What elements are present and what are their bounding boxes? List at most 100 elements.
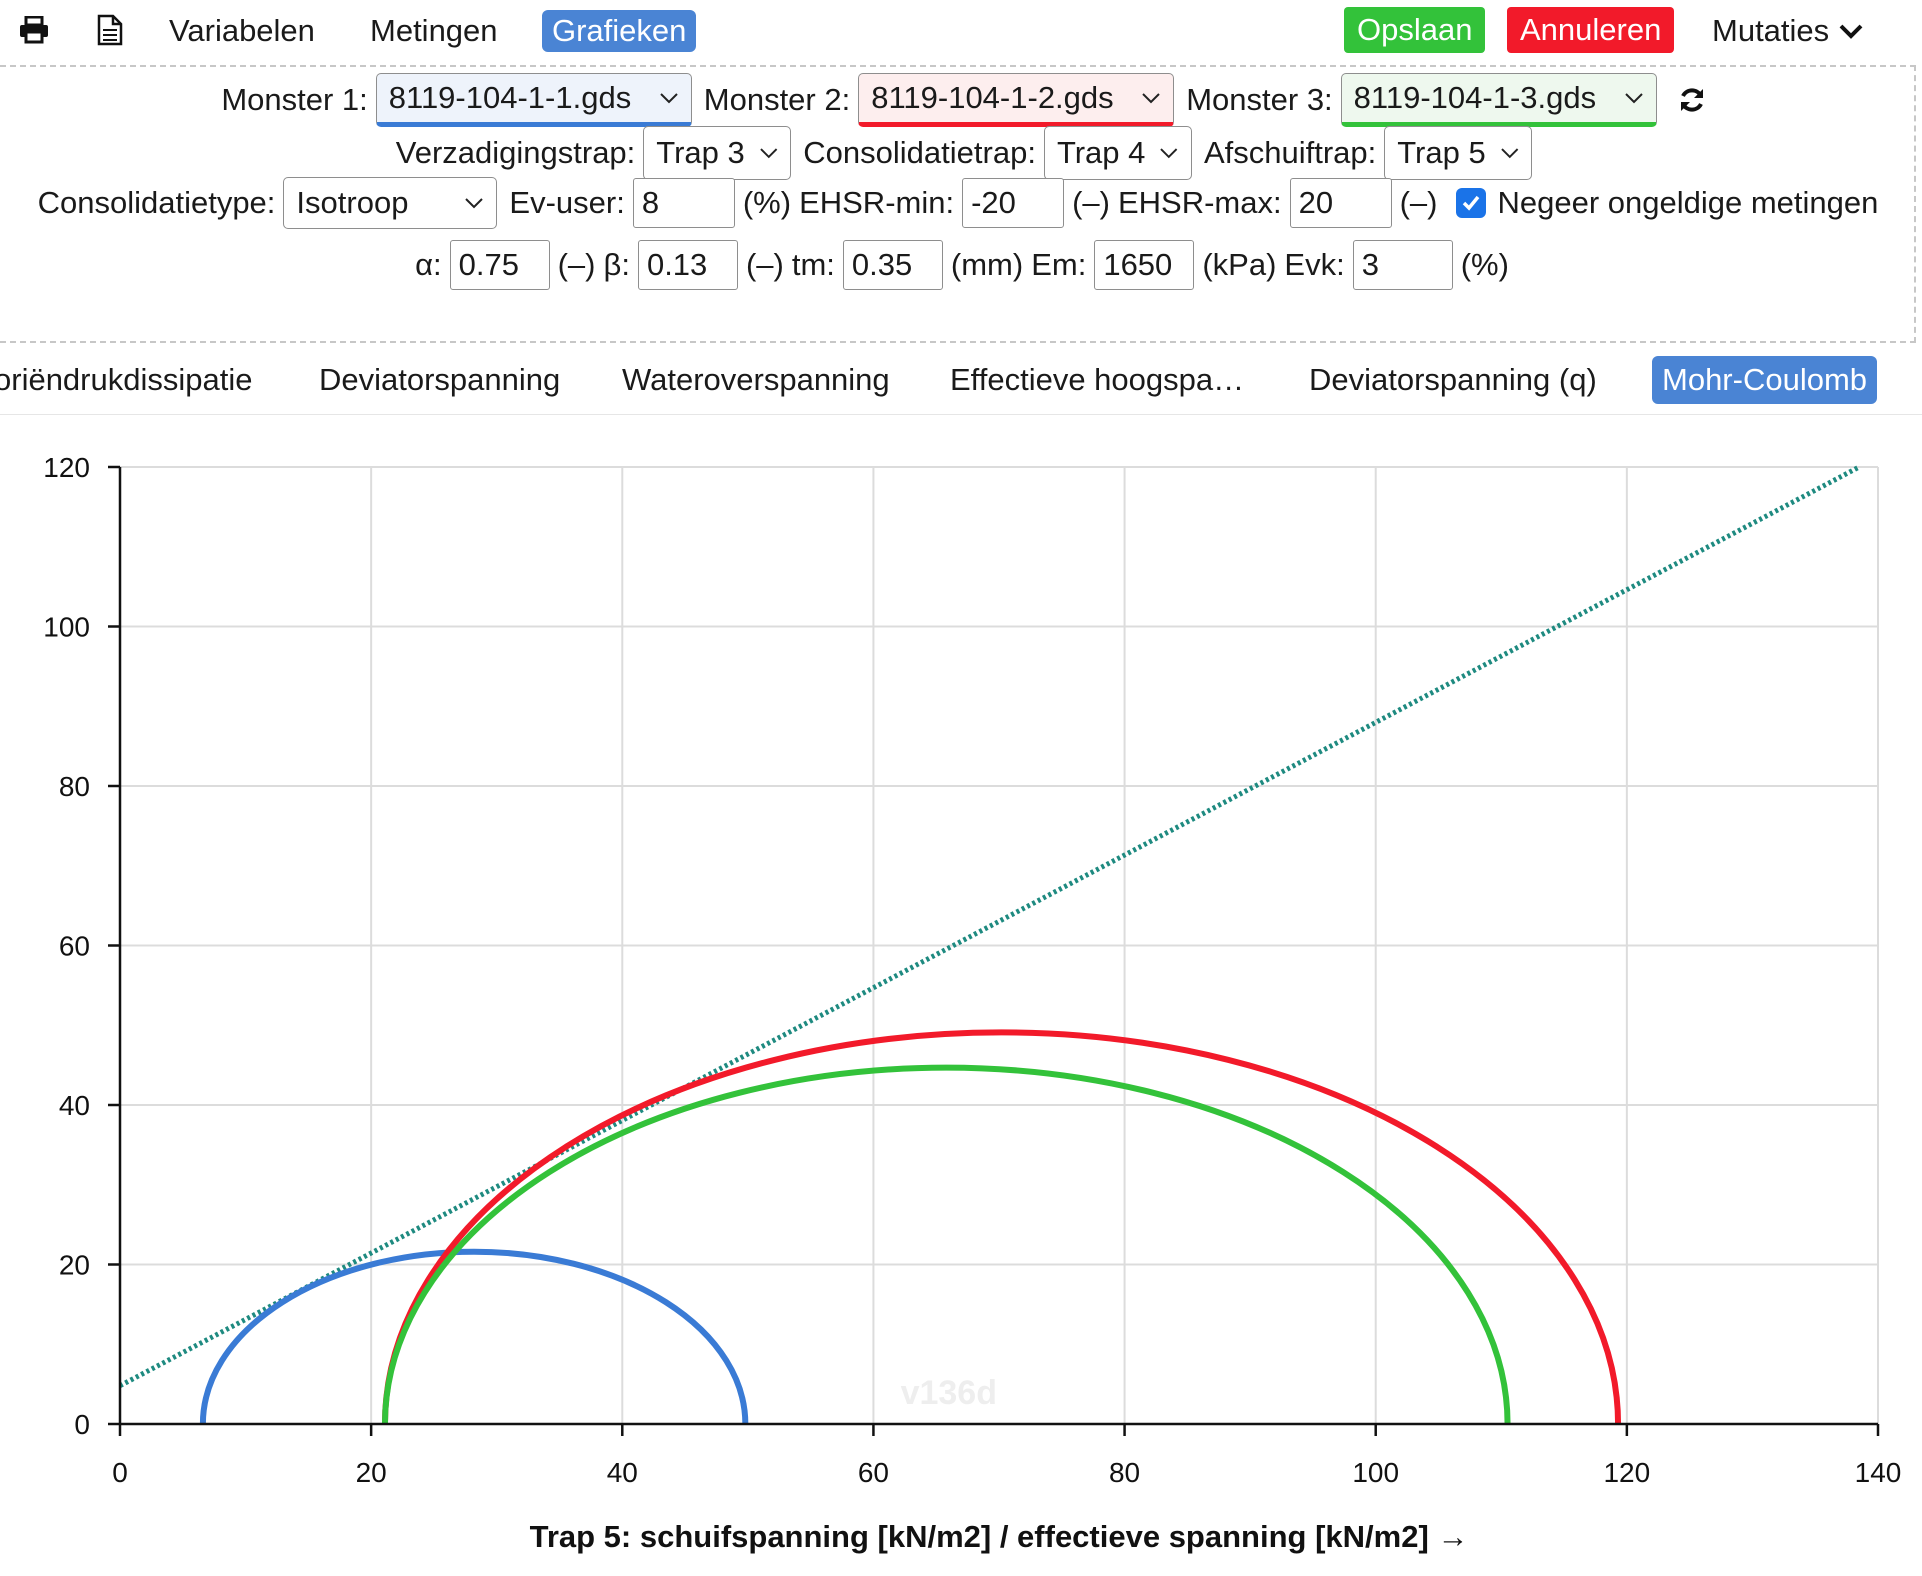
save-button[interactable]: Opslaan bbox=[1344, 7, 1486, 53]
afschuif-value: Trap 5 bbox=[1397, 135, 1486, 170]
tab-effectieve-hoogspanning[interactable]: Effectieve hoogspa… bbox=[950, 362, 1245, 397]
ehsr-min-input[interactable]: -20 bbox=[962, 178, 1065, 228]
evk-label: Evk: bbox=[1284, 247, 1345, 282]
nav-metingen[interactable]: Metingen bbox=[370, 13, 498, 48]
chevron-down-icon bbox=[1142, 93, 1160, 104]
y-tick-label: 20 bbox=[59, 1250, 90, 1281]
stages-row: Verzadigingstrap: Trap 3 Consolidatietra… bbox=[0, 125, 1916, 181]
afschuif-select[interactable]: Trap 5 bbox=[1384, 126, 1533, 180]
verzadiging-select[interactable]: Trap 3 bbox=[643, 126, 792, 180]
monster1-select[interactable]: 8119-104-1-1.gds bbox=[375, 73, 692, 127]
nav-variabelen[interactable]: Variabelen bbox=[169, 13, 315, 48]
beta-input[interactable]: 0.13 bbox=[637, 240, 738, 290]
tabs-divider bbox=[0, 414, 1922, 415]
monster2-label: Monster 2: bbox=[703, 82, 851, 117]
consolidatie-select[interactable]: Trap 4 bbox=[1043, 126, 1192, 180]
negeer-label: Negeer ongeldige metingen bbox=[1497, 185, 1879, 220]
ehsr-min-label: EHSR-min: bbox=[799, 185, 955, 220]
chevron-down-icon bbox=[1500, 148, 1518, 159]
nav-grafieken[interactable]: Grafieken bbox=[542, 10, 697, 52]
watermark-text: v136d bbox=[901, 1374, 997, 1412]
tab-deviatorspanning[interactable]: Deviatorspanning bbox=[319, 362, 561, 397]
mohr-circle-2 bbox=[381, 1029, 1622, 1425]
x-tick-label: 120 bbox=[1603, 1457, 1650, 1488]
ehsr-max-input[interactable]: 20 bbox=[1289, 178, 1392, 228]
tm-label: tm: bbox=[791, 247, 835, 282]
afschuif-label: Afschuiftrap: bbox=[1203, 135, 1377, 170]
cancel-button[interactable]: Annuleren bbox=[1507, 7, 1675, 53]
tab-mohr-coulomb[interactable]: Mohr-Coulomb bbox=[1652, 356, 1878, 404]
x-axis-label: Trap 5: schuifspanning [kN/m2] / effecti… bbox=[530, 1519, 1469, 1554]
negeer-checkbox[interactable] bbox=[1455, 188, 1486, 218]
monster2-select[interactable]: 8119-104-1-2.gds bbox=[858, 73, 1175, 127]
evk-unit: (%) bbox=[1460, 247, 1509, 282]
failure-envelope-line bbox=[118, 464, 1861, 1388]
document-icon[interactable] bbox=[90, 12, 130, 48]
y-tick-label: 80 bbox=[59, 771, 90, 802]
beta-unit: (–) bbox=[745, 247, 784, 282]
monster1-label: Monster 1: bbox=[221, 82, 368, 117]
monster3-label: Monster 3: bbox=[1186, 82, 1333, 117]
ehsr-max-label: EHSR-max: bbox=[1117, 185, 1282, 220]
chevron-down-icon bbox=[760, 148, 778, 159]
ehsr-max-unit: (–) bbox=[1399, 185, 1438, 220]
ev-user-label: Ev-user: bbox=[509, 185, 625, 220]
graph-tabs: oriëndrukdissipatie Deviatorspanning Wat… bbox=[0, 352, 1922, 412]
monster3-select[interactable]: 8119-104-1-3.gds bbox=[1340, 73, 1657, 127]
x-tick-label: 100 bbox=[1352, 1457, 1399, 1488]
settings-panel: Monster 1: 8119-104-1-1.gds Monster 2: 8… bbox=[0, 65, 1916, 343]
printer-icon[interactable] bbox=[14, 12, 54, 48]
consolidatietype-value: Isotroop bbox=[296, 185, 409, 220]
chevron-down-icon bbox=[1160, 148, 1178, 159]
tab-wateroverspanning[interactable]: Wateroverspanning bbox=[622, 362, 890, 397]
chevron-down-icon bbox=[465, 198, 484, 209]
ev-user-input[interactable]: 8 bbox=[632, 178, 735, 228]
samples-row: Monster 1: 8119-104-1-1.gds Monster 2: 8… bbox=[0, 72, 1916, 128]
alpha-label: α: bbox=[415, 247, 442, 282]
evk-input[interactable]: 3 bbox=[1352, 240, 1453, 290]
tm-input[interactable]: 0.35 bbox=[842, 240, 943, 290]
consolidatietype-select[interactable]: Isotroop bbox=[283, 177, 498, 229]
consolidatietype-label: Consolidatietype: bbox=[37, 185, 276, 220]
top-toolbar: Variabelen Metingen Grafieken Opslaan An… bbox=[0, 0, 1922, 62]
params-row-1: Consolidatietype: Isotroop Ev-user: 8 (%… bbox=[0, 175, 1916, 231]
tm-unit: (mm) bbox=[950, 247, 1024, 282]
mutaties-dropdown[interactable]: Mutaties bbox=[1712, 10, 1863, 52]
chevron-down-icon bbox=[660, 93, 678, 104]
y-tick-label: 100 bbox=[43, 612, 90, 643]
params-row-2: α: 0.75 (–) β: 0.13 (–) tm: 0.35 (mm) Em… bbox=[0, 237, 1916, 293]
alpha-unit: (–) bbox=[557, 247, 596, 282]
y-tick-label: 60 bbox=[59, 931, 90, 962]
y-tick-label: 40 bbox=[59, 1090, 90, 1121]
ev-user-unit: (%) bbox=[742, 185, 792, 220]
em-input[interactable]: 1650 bbox=[1094, 240, 1195, 290]
monster1-value: 8119-104-1-1.gds bbox=[388, 80, 632, 115]
x-tick-label: 140 bbox=[1855, 1457, 1902, 1488]
refresh-icon[interactable] bbox=[1677, 85, 1707, 115]
mohr-circle-3 bbox=[381, 1065, 1511, 1425]
x-tick-label: 40 bbox=[607, 1457, 638, 1488]
monster2-value: 8119-104-1-2.gds bbox=[871, 80, 1114, 115]
beta-label: β: bbox=[603, 247, 630, 282]
y-tick-label: 120 bbox=[43, 452, 90, 483]
tab-poriendrukdissipatie[interactable]: oriëndrukdissipatie bbox=[0, 362, 253, 397]
em-label: Em: bbox=[1031, 247, 1087, 282]
verzadiging-label: Verzadigingstrap: bbox=[395, 135, 636, 170]
x-tick-label: 80 bbox=[1109, 1457, 1140, 1488]
y-tick-label: 0 bbox=[74, 1409, 90, 1440]
ehsr-min-unit: (–) bbox=[1072, 185, 1110, 220]
alpha-input[interactable]: 0.75 bbox=[449, 240, 550, 290]
consolidatie-label: Consolidatietrap: bbox=[803, 135, 1036, 170]
mutaties-label: Mutaties bbox=[1712, 13, 1830, 48]
consolidatie-value: Trap 4 bbox=[1056, 135, 1146, 170]
chevron-down-icon bbox=[1624, 93, 1643, 104]
mohr-circle-1 bbox=[199, 1248, 749, 1425]
x-tick-label: 0 bbox=[112, 1457, 128, 1488]
chevron-down-icon bbox=[1839, 24, 1863, 39]
monster3-value: 8119-104-1-3.gds bbox=[1353, 80, 1597, 115]
checkmark-icon bbox=[1462, 195, 1479, 211]
x-tick-label: 20 bbox=[356, 1457, 387, 1488]
em-unit: (kPa) bbox=[1202, 247, 1277, 282]
tab-deviatorspanning-q[interactable]: Deviatorspanning (q) bbox=[1309, 362, 1597, 397]
